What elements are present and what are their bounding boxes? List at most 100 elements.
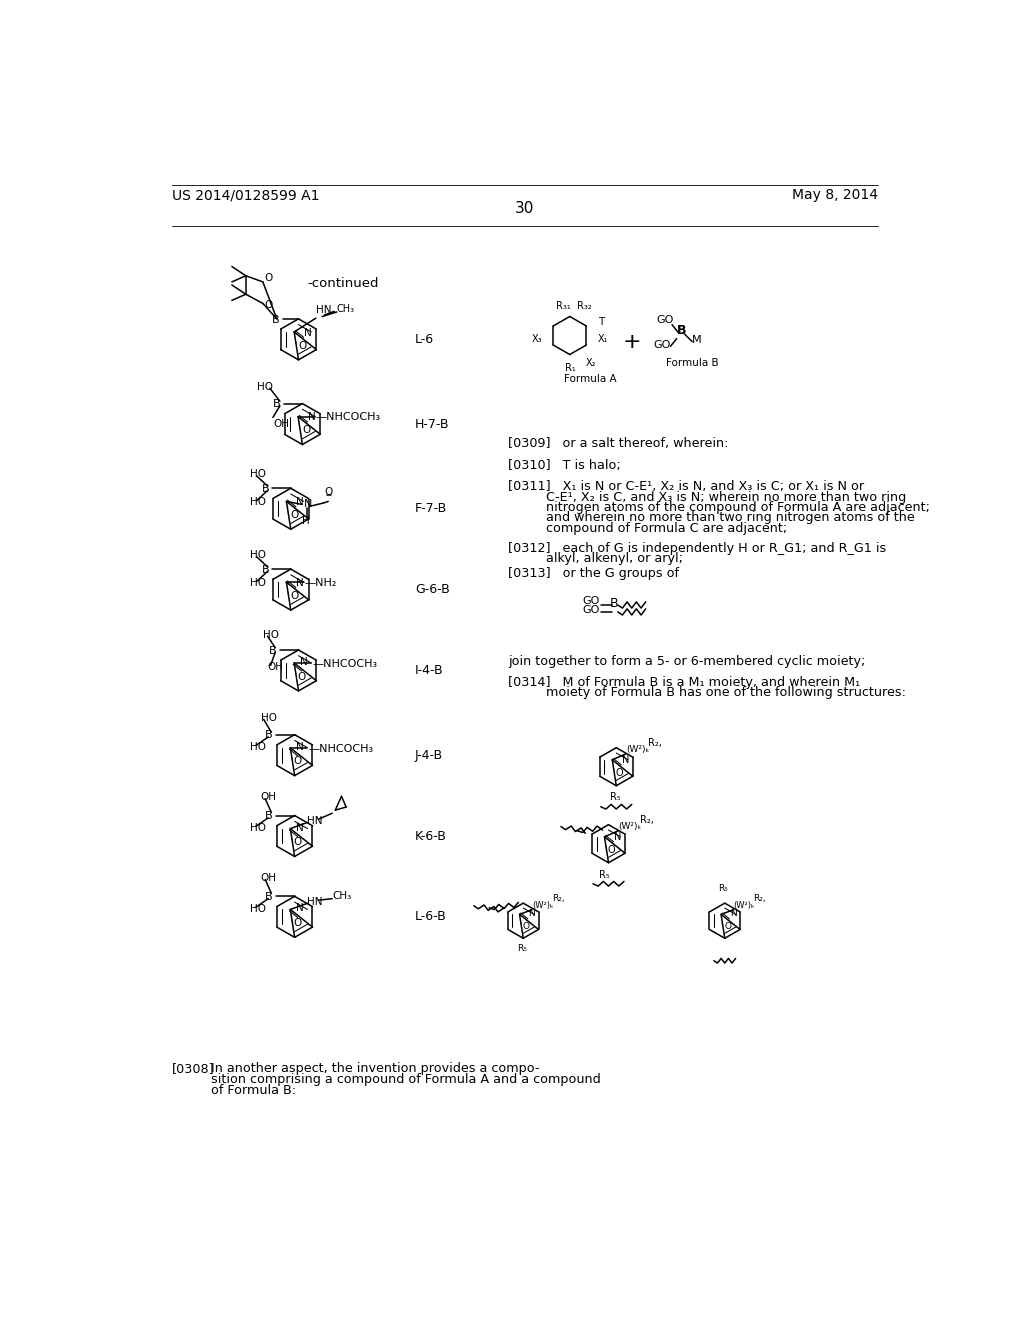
Text: OH: OH <box>267 661 284 672</box>
Text: (W²)ₖ: (W²)ₖ <box>618 821 642 830</box>
Text: HN: HN <box>316 305 332 315</box>
Text: F-7-B: F-7-B <box>415 502 447 515</box>
Text: [0309]   or a salt thereof, wherein:: [0309] or a salt thereof, wherein: <box>508 437 728 450</box>
Text: OH: OH <box>273 418 289 429</box>
Text: R₂,: R₂, <box>648 738 662 748</box>
Text: (W²)ₖ: (W²)ₖ <box>733 900 755 909</box>
Text: HO: HO <box>250 822 265 833</box>
Text: B: B <box>272 315 280 326</box>
Text: R₂,: R₂, <box>640 814 654 825</box>
Text: O: O <box>522 923 529 931</box>
Text: HO: HO <box>263 630 279 640</box>
Text: H-7-B: H-7-B <box>415 417 450 430</box>
Text: O: O <box>291 591 299 601</box>
Text: In another aspect, the invention provides a compo-: In another aspect, the invention provide… <box>211 1063 540 1074</box>
Text: O: O <box>615 768 623 777</box>
Text: 30: 30 <box>515 201 535 216</box>
Text: GO: GO <box>656 315 674 325</box>
Text: [0312]   each of G is independently H or R_G1; and R_G1 is: [0312] each of G is independently H or R… <box>508 543 886 554</box>
Text: R₂,: R₂, <box>552 895 565 903</box>
Text: —NH₂: —NH₂ <box>304 578 337 587</box>
Text: OH: OH <box>260 873 276 883</box>
Text: B: B <box>269 645 276 656</box>
Text: US 2014/0128599 A1: US 2014/0128599 A1 <box>172 189 319 202</box>
Text: J-4-B: J-4-B <box>415 748 442 762</box>
Text: B: B <box>265 892 273 902</box>
Text: [0311]   X₁ is N or C-E¹, X₂ is N, and X₃ is C; or X₁ is N or: [0311] X₁ is N or C-E¹, X₂ is N, and X₃ … <box>508 480 864 494</box>
Text: R₅: R₅ <box>610 792 621 803</box>
Text: B: B <box>261 484 269 494</box>
Text: HO: HO <box>250 742 265 752</box>
Text: [0308]: [0308] <box>172 1063 215 1074</box>
Text: +: + <box>623 331 641 351</box>
Text: HO: HO <box>251 550 266 560</box>
Text: N: N <box>304 327 312 338</box>
Text: O: O <box>294 756 302 767</box>
Text: O: O <box>294 837 302 847</box>
Text: I-4-B: I-4-B <box>415 664 443 677</box>
Text: HO: HO <box>250 904 265 913</box>
Text: B: B <box>265 730 273 741</box>
Text: O: O <box>298 341 306 351</box>
Text: N: N <box>300 657 307 667</box>
Text: O: O <box>325 487 333 498</box>
Text: K-6-B: K-6-B <box>415 829 446 842</box>
Text: [0310]   T is halo;: [0310] T is halo; <box>508 459 621 471</box>
Text: M: M <box>692 335 701 345</box>
Text: O: O <box>264 273 272 282</box>
Text: T: T <box>598 317 604 326</box>
Text: HN: HN <box>307 896 323 907</box>
Text: L-6-B: L-6-B <box>415 911 446 924</box>
Text: CH₃: CH₃ <box>337 304 355 314</box>
Text: B: B <box>261 565 269 576</box>
Text: R₅: R₅ <box>719 884 728 892</box>
Text: HO: HO <box>257 381 273 392</box>
Text: R₃₁: R₃₁ <box>556 301 571 312</box>
Text: R₂,: R₂, <box>754 895 766 903</box>
Text: HO: HO <box>251 578 266 587</box>
Text: Formula A: Formula A <box>563 374 616 384</box>
Text: O: O <box>297 672 305 681</box>
Text: X₂: X₂ <box>586 358 596 368</box>
Text: C-E¹, X₂ is C, and X₃ is N; wherein no more than two ring: C-E¹, X₂ is C, and X₃ is N; wherein no m… <box>547 491 906 504</box>
Text: O: O <box>291 510 299 520</box>
Text: G-6-B: G-6-B <box>415 583 450 597</box>
Text: HO: HO <box>251 470 266 479</box>
Text: May 8, 2014: May 8, 2014 <box>793 189 879 202</box>
Text: O: O <box>294 919 302 928</box>
Text: R₅: R₅ <box>517 944 527 953</box>
Text: B: B <box>677 325 686 338</box>
Text: B: B <box>610 597 618 610</box>
Text: N: N <box>296 903 303 913</box>
Text: GO: GO <box>583 606 599 615</box>
Text: O: O <box>607 845 615 855</box>
Text: Formula B: Formula B <box>666 358 719 368</box>
Text: H: H <box>302 516 309 525</box>
Text: moiety of Formula B has one of the following structures:: moiety of Formula B has one of the follo… <box>547 686 906 700</box>
Text: —NHCOCH₃: —NHCOCH₃ <box>316 412 381 422</box>
Text: HO: HO <box>251 498 266 507</box>
Text: —NHCOCH₃: —NHCOCH₃ <box>312 659 377 669</box>
Text: R₁: R₁ <box>565 363 575 372</box>
Text: GO: GO <box>583 597 599 606</box>
Text: (W²)ₖ: (W²)ₖ <box>532 900 554 909</box>
Text: L-6: L-6 <box>415 333 434 346</box>
Text: [0313]   or the G groups of: [0313] or the G groups of <box>508 566 679 579</box>
Text: O: O <box>264 300 272 310</box>
Text: N: N <box>308 412 315 422</box>
Text: B: B <box>265 812 273 821</box>
Text: N: N <box>613 832 622 842</box>
Text: CH₃: CH₃ <box>332 891 351 900</box>
Text: N: N <box>303 499 312 510</box>
Text: GO: GO <box>653 339 671 350</box>
Text: alkyl, alkenyl, or aryl;: alkyl, alkenyl, or aryl; <box>547 552 683 565</box>
Text: X₁: X₁ <box>598 334 608 345</box>
Text: -continued: -continued <box>308 277 379 290</box>
Text: nitrogen atoms of the compound of Formula A are adjacent;: nitrogen atoms of the compound of Formul… <box>547 502 931 513</box>
Text: O: O <box>302 425 310 436</box>
Text: join together to form a 5- or 6-membered cyclic moiety;: join together to form a 5- or 6-membered… <box>508 655 865 668</box>
Text: compound of Formula C are adjacent;: compound of Formula C are adjacent; <box>547 521 787 535</box>
Text: HO: HO <box>260 713 276 723</box>
Text: [0314]   M of Formula B is a M₁ moiety, and wherein M₁: [0314] M of Formula B is a M₁ moiety, an… <box>508 676 860 689</box>
Text: N: N <box>730 909 736 919</box>
